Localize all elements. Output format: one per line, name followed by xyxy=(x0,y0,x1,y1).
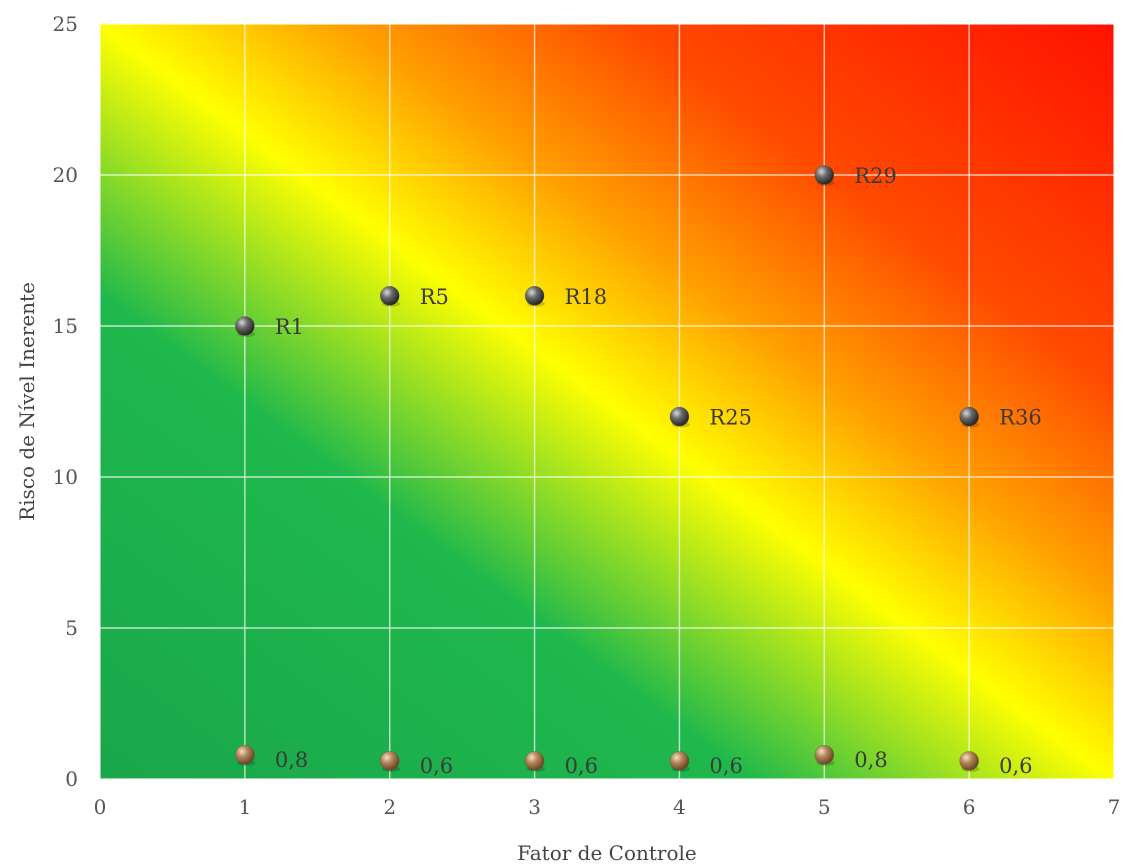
data-point-marker xyxy=(524,285,545,306)
x-axis-title: Fator de Controle xyxy=(517,841,697,865)
data-point-marker xyxy=(669,751,690,771)
data-point: 0,8 xyxy=(814,745,888,772)
data-point-marker xyxy=(524,751,545,771)
data-point-marker xyxy=(959,406,979,427)
data-point: R5 xyxy=(379,285,449,309)
x-tick-label: 7 xyxy=(1108,795,1121,819)
x-tick-label: 5 xyxy=(818,795,831,819)
y-tick-label: 5 xyxy=(65,616,78,640)
y-tick-label: 15 xyxy=(53,314,78,338)
data-point-marker xyxy=(379,751,400,771)
data-point: R29 xyxy=(814,164,897,188)
data-point-label: R25 xyxy=(709,406,752,430)
data-point-label: R36 xyxy=(999,406,1042,430)
data-point: R36 xyxy=(959,406,1042,430)
x-tick-label: 3 xyxy=(528,795,541,819)
plot-background xyxy=(100,24,1114,779)
data-point-marker xyxy=(235,745,255,765)
y-tick-label: 0 xyxy=(65,767,78,791)
data-point-label: R5 xyxy=(420,285,449,309)
y-tick-label: 25 xyxy=(53,12,78,36)
data-point-marker xyxy=(669,406,690,427)
data-point: 0,8 xyxy=(235,745,308,772)
data-point-label: R29 xyxy=(854,164,897,188)
grid-lines xyxy=(99,23,1115,780)
data-point: 0,6 xyxy=(379,751,453,778)
y-tick-label: 10 xyxy=(53,465,78,489)
data-point-label: 0,6 xyxy=(565,754,598,778)
data-point: R25 xyxy=(669,406,752,430)
data-point: 0,6 xyxy=(524,751,598,778)
x-tick-label: 6 xyxy=(963,795,976,819)
x-axis-tick-labels: 0 1 2 3 4 5 6 7 xyxy=(94,795,1121,819)
data-point-marker xyxy=(814,745,835,765)
data-points: R1 R5 R18 R25 R29 R36 0,8 0,6 0,6 0,6 0,8 0,6 xyxy=(235,164,1042,778)
x-tick-label: 4 xyxy=(673,795,686,819)
data-point-marker xyxy=(959,751,979,771)
data-point: 0,6 xyxy=(669,751,743,778)
y-tick-label: 20 xyxy=(53,163,78,187)
x-tick-label: 1 xyxy=(238,795,251,819)
y-axis-title: Risco de Nível Inerente xyxy=(15,282,39,521)
data-point-marker xyxy=(235,316,255,336)
data-point: R1 xyxy=(235,315,304,339)
data-point-label: R1 xyxy=(275,315,304,339)
data-point-label: R18 xyxy=(565,285,608,309)
data-point-marker xyxy=(379,285,400,306)
data-point-label: 0,6 xyxy=(999,754,1032,778)
data-point-label: 0,6 xyxy=(420,754,453,778)
y-axis-tick-labels: 0 5 10 15 20 25 xyxy=(53,12,78,791)
data-point: R18 xyxy=(524,285,608,309)
data-point-label: 0,8 xyxy=(275,748,308,772)
data-point-label: 0,8 xyxy=(854,748,887,772)
x-tick-label: 2 xyxy=(383,795,396,819)
data-point: 0,6 xyxy=(959,751,1033,778)
x-tick-label: 0 xyxy=(94,795,107,819)
data-point-label: 0,6 xyxy=(709,754,742,778)
data-point-marker xyxy=(814,165,835,185)
